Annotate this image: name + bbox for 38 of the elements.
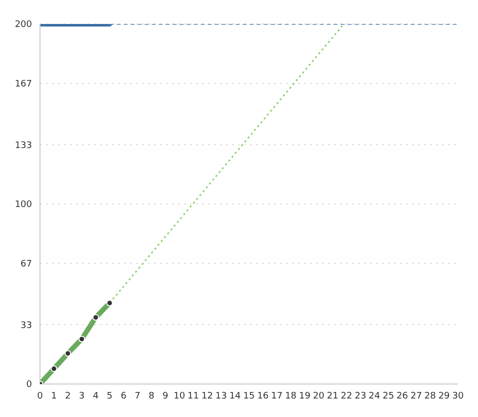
x-tick-label: 26 [396,391,408,402]
x-tick-label: 22 [340,391,352,402]
x-tick-label: 13 [215,391,227,402]
x-tick-label: 25 [382,391,394,402]
y-tick-label: 0 [26,380,32,390]
x-tick-label: 8 [148,391,155,402]
y-tick-label: 67 [20,260,32,270]
x-tick-label: 3 [78,391,85,402]
y-tick-label: 100 [14,200,32,210]
y-tick-label: 33 [20,320,32,331]
x-tick-label: 20 [312,391,325,402]
y-tick-label: 200 [14,20,32,30]
x-tick-label: 27 [410,391,422,402]
x-tick-label: 28 [424,391,436,402]
x-tick-label: 7 [134,391,140,402]
x-tick-label: 9 [162,391,169,402]
x-tick-label: 18 [285,391,297,402]
x-tick-label: 1 [51,391,57,402]
x-tick-label: 29 [438,391,450,402]
x-tick-label: 6 [120,391,127,402]
x-tick-label: 11 [188,391,199,402]
x-tick-label: 5 [106,391,113,402]
x-tick-label: 14 [229,391,242,402]
x-tick-label: 2 [65,391,71,402]
x-tick-label: 24 [368,391,380,402]
x-tick-label: 0 [37,391,44,402]
y-tick-label: 167 [14,80,32,90]
x-tick-label: 16 [257,391,269,402]
x-tick-label: 30 [452,391,464,402]
x-tick-label: 17 [271,391,283,402]
x-tick-label: 15 [243,391,255,402]
x-tick-label: 4 [92,391,99,402]
x-tick-label: 12 [201,391,213,402]
x-tick-label: 10 [174,391,186,402]
x-tick-label: 19 [299,391,311,402]
x-tick-label: 21 [326,391,338,402]
y-tick-label: 133 [14,140,32,151]
x-tick-label: 23 [354,391,366,402]
